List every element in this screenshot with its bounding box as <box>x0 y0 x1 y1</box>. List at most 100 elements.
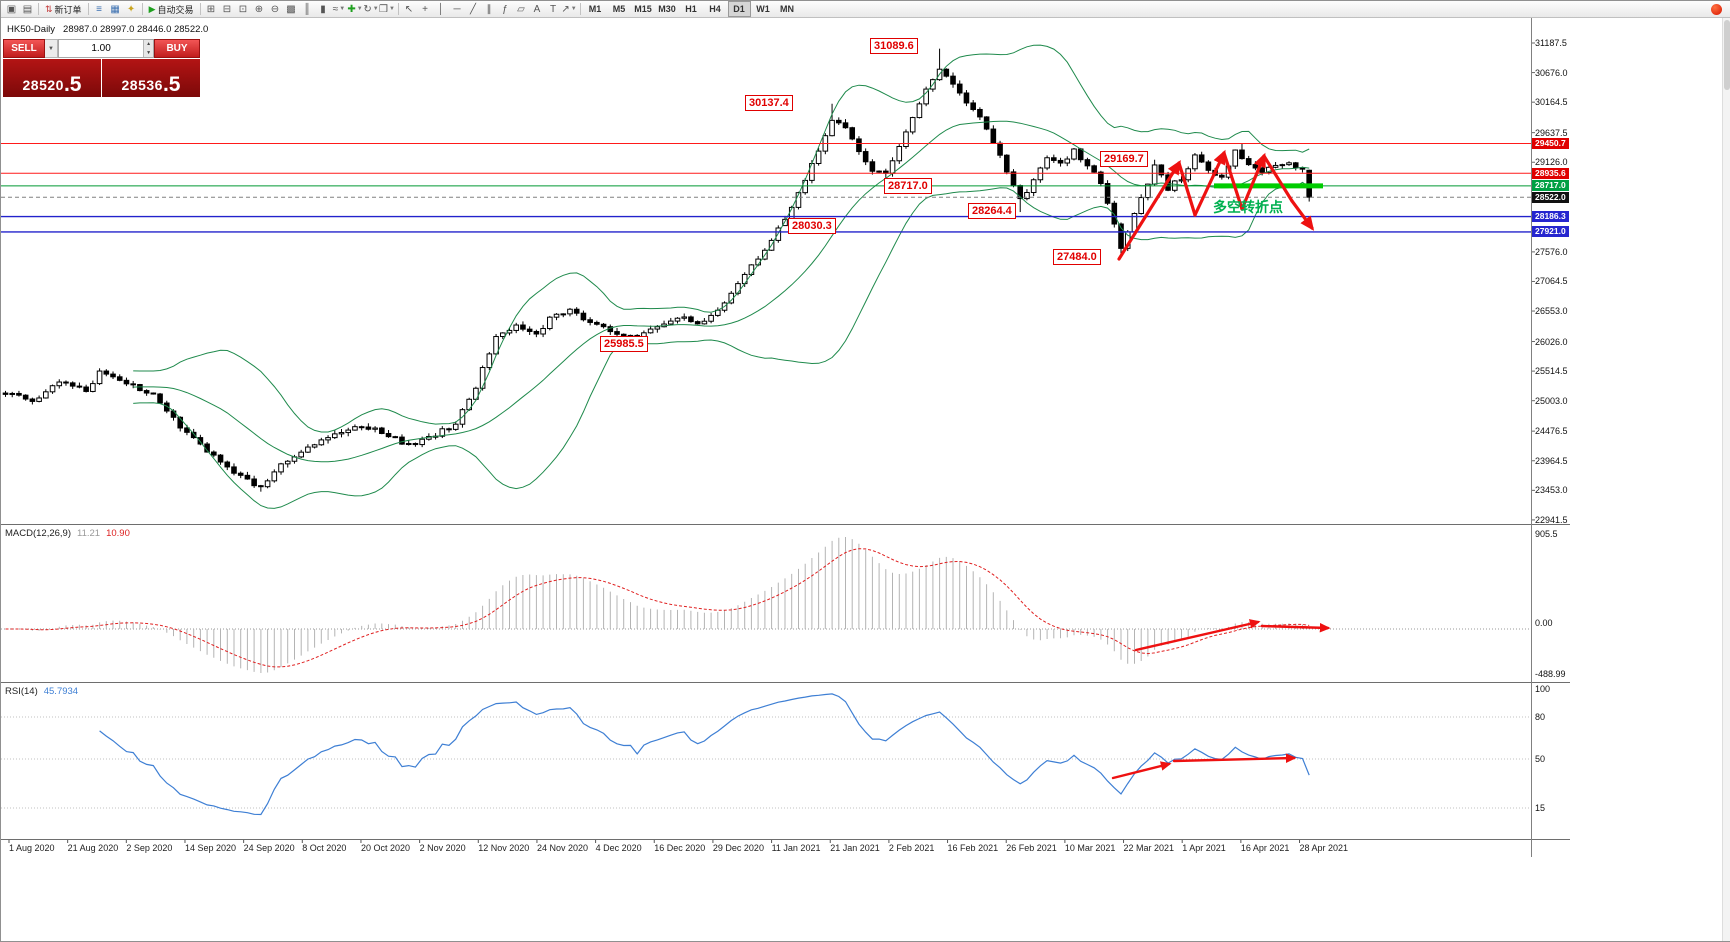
line-chart-icon[interactable]: ≈ ▼ <box>332 2 347 17</box>
date-label: 16 Apr 2021 <box>1240 843 1290 853</box>
candlestick-chart-icon[interactable]: ▮ <box>316 2 331 17</box>
price-axis-label: 25003.0 <box>1535 395 1568 406</box>
vertical-line-icon[interactable]: │ <box>434 2 449 17</box>
cursor-icon[interactable]: ↖ <box>402 2 417 17</box>
price-axis-label: 26553.0 <box>1535 306 1568 317</box>
trendline-icon[interactable]: ╱ <box>466 2 481 17</box>
scrollbar-thumb[interactable] <box>1724 20 1730 90</box>
rsi-axis-label: 80 <box>1535 712 1546 722</box>
buy-price-display[interactable]: 28536 .5 <box>102 59 200 97</box>
date-label: 22 Mar 2021 <box>1123 843 1175 853</box>
symbol-ohlc: 28987.0 28997.0 28446.0 28522.0 <box>63 24 209 35</box>
price-callout[interactable]: 28030.3 <box>788 218 836 234</box>
buy-price-main: 28536 <box>121 77 163 93</box>
date-label: 16 Feb 2021 <box>947 843 999 853</box>
cascade-windows-icon[interactable]: ⊡ <box>236 2 251 17</box>
text-icon[interactable]: A <box>530 2 545 17</box>
grid-icon: ▩ <box>286 3 296 15</box>
periods-icon[interactable]: ↻ ▼ <box>363 2 379 17</box>
navigator-icon[interactable]: ✦ <box>124 2 139 17</box>
order-type-dropdown[interactable]: ▼ <box>45 39 58 58</box>
vertical-scrollbar[interactable] <box>1722 18 1730 941</box>
bar-chart-icon[interactable]: ║ <box>300 2 315 17</box>
autotrading-button[interactable]: ▶ 自动交易 <box>146 2 197 17</box>
crosshair-icon[interactable]: + <box>418 2 433 17</box>
volume-stepper[interactable]: ▲ ▼ <box>143 40 153 57</box>
arrows-icon[interactable]: ↗ ▼ <box>561 2 576 17</box>
price-callout[interactable]: 31089.6 <box>870 38 918 54</box>
new-chart-icon: ▣ <box>6 3 17 15</box>
fibonacci-icon[interactable]: ƒ <box>498 2 513 17</box>
macd-name: MACD(12,26,9) <box>5 528 71 539</box>
panel-splitter[interactable] <box>1 682 1570 683</box>
templates-icon[interactable]: ❒ ▼ <box>379 2 395 17</box>
volume-up-icon[interactable]: ▲ <box>143 40 153 49</box>
price-axis-label: 30164.5 <box>1535 97 1568 108</box>
sell-price-display[interactable]: 28520 .5 <box>3 59 101 97</box>
timeframe-D1[interactable]: D1 <box>727 1 751 17</box>
macd-value-signal: 10.90 <box>106 528 130 539</box>
chevron-down-icon: ▼ <box>339 6 346 12</box>
text-label-icon[interactable]: T <box>546 2 561 17</box>
date-label: 11 Jan 2021 <box>771 843 821 853</box>
date-label: 2 Feb 2021 <box>888 843 935 853</box>
shapes-icon[interactable]: ▱ <box>514 2 529 17</box>
timeframe-W1[interactable]: W1 <box>756 4 770 14</box>
macd-axis-label: -488.99 <box>1535 669 1566 679</box>
horizontal-line-icon: ─ <box>453 3 461 15</box>
data-window-icon[interactable]: ▦ <box>108 2 123 17</box>
timeframe-M5[interactable]: M5 <box>612 4 626 14</box>
channel-icon[interactable]: ∥ <box>482 2 497 17</box>
new-order-button[interactable]: ⇅ 新订单 <box>42 2 85 17</box>
price-tag: 28935.6 <box>1532 167 1569 179</box>
chevron-down-icon: ▼ <box>372 6 379 12</box>
templates-icon: ❒ <box>379 3 389 15</box>
timeframe-M1[interactable]: M1 <box>588 4 602 14</box>
new-chart-icon[interactable]: ▣ <box>4 2 19 17</box>
sell-button[interactable]: SELL <box>3 39 45 58</box>
price-tag: 28522.0 <box>1532 191 1569 203</box>
price-callout[interactable]: 28717.0 <box>884 178 932 194</box>
price-callout[interactable]: 28264.4 <box>968 203 1016 219</box>
macd-axis-label: 0.00 <box>1535 618 1553 628</box>
price-callout[interactable]: 25985.5 <box>600 336 648 352</box>
chart-annotation-text[interactable]: 多空转折点 <box>1213 199 1283 215</box>
fibonacci-icon: ƒ <box>502 3 508 15</box>
toolbar-separator <box>199 3 201 15</box>
chart-profiles-icon[interactable]: ▤ <box>20 2 35 17</box>
price-axis-label: 25514.5 <box>1535 366 1568 377</box>
volume-down-icon[interactable]: ▼ <box>143 48 153 57</box>
indicators-add-icon[interactable]: ✚ ▼ <box>347 2 362 17</box>
panel-splitter[interactable] <box>1 524 1570 525</box>
price-callout[interactable]: 27484.0 <box>1053 249 1101 265</box>
zoom-out-icon[interactable]: ⊖ <box>268 2 283 17</box>
horizontal-line-icon[interactable]: ─ <box>450 2 465 17</box>
grid-icon[interactable]: ▩ <box>284 2 299 17</box>
date-label: 4 Dec 2020 <box>595 843 642 853</box>
buy-button[interactable]: BUY <box>154 39 200 58</box>
market-watch-icon[interactable]: ≡ <box>92 2 107 17</box>
date-label: 26 Feb 2021 <box>1006 843 1057 853</box>
tile-horizontal-icon[interactable]: ⊟ <box>220 2 235 17</box>
timeframe-M15[interactable]: M15 <box>634 4 652 14</box>
tile-windows-icon[interactable]: ⊞ <box>204 2 219 17</box>
price-callout[interactable]: 30137.4 <box>745 95 793 111</box>
date-label: 21 Jan 2021 <box>830 843 880 853</box>
timeframe-H4[interactable]: H4 <box>709 4 721 14</box>
macd-value-main: 11.21 <box>77 528 101 539</box>
price-callout[interactable]: 29169.7 <box>1100 151 1148 167</box>
price-axis-label: 29126.0 <box>1535 157 1568 168</box>
notification-icon[interactable] <box>1711 3 1722 15</box>
timeframe-H1[interactable]: H1 <box>685 4 697 14</box>
crosshair-icon: + <box>422 3 428 15</box>
rsi-axis-label: 100 <box>1535 684 1551 694</box>
timeframe-MN[interactable]: MN <box>780 4 794 14</box>
zoom-in-icon[interactable]: ⊕ <box>252 2 267 17</box>
panel-splitter[interactable] <box>1 839 1570 840</box>
volume-input[interactable] <box>59 40 144 57</box>
candlestick-chart-icon: ▮ <box>320 3 326 15</box>
timeframe-M30[interactable]: M30 <box>658 4 676 14</box>
